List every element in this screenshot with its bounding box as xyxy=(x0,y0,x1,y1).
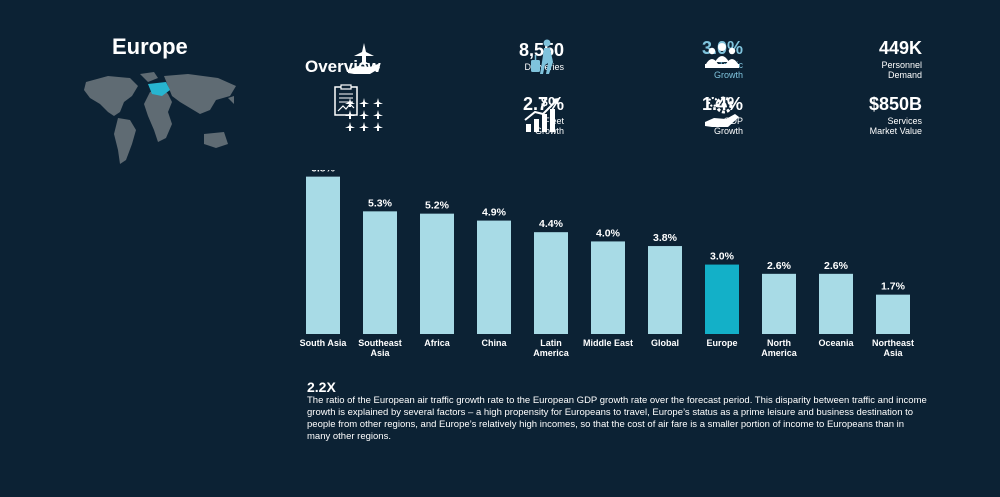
bar-northeast-asia xyxy=(876,294,910,334)
bar-europe xyxy=(705,264,739,334)
gdp-growth-icon: $ xyxy=(524,95,559,132)
traveler-icon xyxy=(531,39,553,74)
stat-label: Personnel Demand xyxy=(881,60,922,80)
bar-latin-america xyxy=(534,232,568,334)
category-label: Northeast xyxy=(872,338,914,348)
region-title: Europe xyxy=(112,34,188,59)
data-label: 4.4% xyxy=(539,218,564,230)
category-label: Southeast xyxy=(358,338,402,348)
svg-text:$: $ xyxy=(541,95,548,109)
stat-value: 449K xyxy=(878,38,922,58)
bar-global xyxy=(648,246,682,334)
stat-value: $850B xyxy=(868,94,922,114)
personnel-icon xyxy=(705,43,739,68)
category-label: Europe xyxy=(706,338,737,348)
bar-china xyxy=(477,220,511,334)
category-label: China xyxy=(481,338,507,348)
stat-value: 8,550 xyxy=(518,40,564,60)
bar-africa xyxy=(420,213,454,334)
category-label: Africa xyxy=(424,338,451,348)
aircraft-delivery-icon xyxy=(348,43,380,74)
stat-services-market-value: $850B Services Market Value xyxy=(702,94,922,136)
category-label: Latin xyxy=(540,338,562,348)
data-label: 5.2% xyxy=(425,200,450,212)
data-label: 3.8% xyxy=(653,232,678,244)
data-label: 1.7% xyxy=(881,281,906,293)
data-label: 3.0% xyxy=(710,251,735,263)
data-label: 5.3% xyxy=(368,197,393,209)
category-label: Oceania xyxy=(818,338,854,348)
data-label: 4.0% xyxy=(596,227,621,239)
stat-personnel-demand: 449K Personnel Demand xyxy=(702,38,922,80)
stat-label: Services Market Value xyxy=(869,116,922,136)
data-label: 2.6% xyxy=(767,260,792,272)
data-label: 4.9% xyxy=(482,207,507,219)
world-map-icon xyxy=(84,72,236,164)
data-label: 2.6% xyxy=(824,260,849,272)
fleet-icon xyxy=(345,98,383,131)
category-label: South Asia xyxy=(300,338,348,348)
category-label: Global xyxy=(651,338,679,348)
bar-north-america xyxy=(762,273,796,334)
category-label: North xyxy=(767,338,791,348)
traffic-growth-bar-chart: 6.8%South Asia5.3%SoutheastAsia5.2%Afric… xyxy=(300,170,914,358)
bar-southeast-asia xyxy=(363,211,397,334)
bar-middle-east xyxy=(591,241,625,334)
category-label: America xyxy=(761,348,798,358)
note-body: The ratio of the European air traffic gr… xyxy=(307,395,927,442)
category-label: Middle East xyxy=(583,338,633,348)
bar-oceania xyxy=(819,273,853,334)
data-label: 6.8% xyxy=(311,170,336,175)
clipboard-icon xyxy=(334,84,358,116)
category-label: Asia xyxy=(883,348,903,358)
category-label: America xyxy=(533,348,570,358)
bar-south-asia xyxy=(306,176,340,334)
category-label: Asia xyxy=(370,348,390,358)
note-title: 2.2X xyxy=(307,379,336,395)
services-icon xyxy=(705,96,739,127)
